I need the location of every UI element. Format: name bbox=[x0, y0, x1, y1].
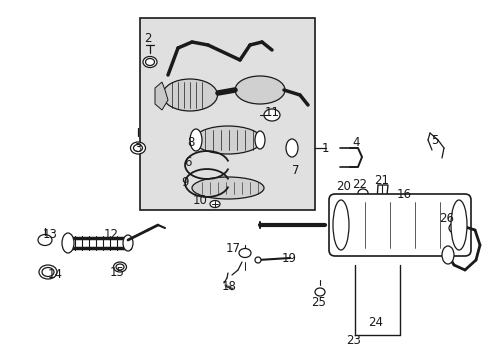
Text: 14: 14 bbox=[47, 267, 62, 280]
Bar bbox=[140, 18, 314, 210]
Ellipse shape bbox=[130, 142, 145, 154]
Ellipse shape bbox=[285, 139, 297, 157]
Polygon shape bbox=[339, 195, 351, 218]
Text: 11: 11 bbox=[264, 105, 279, 118]
Ellipse shape bbox=[450, 200, 466, 250]
Ellipse shape bbox=[332, 200, 348, 250]
Text: 22: 22 bbox=[352, 177, 367, 190]
Ellipse shape bbox=[192, 177, 264, 199]
Text: 13: 13 bbox=[42, 228, 57, 240]
Text: 6: 6 bbox=[184, 156, 191, 168]
Ellipse shape bbox=[123, 235, 133, 251]
Text: 16: 16 bbox=[396, 188, 411, 201]
Ellipse shape bbox=[254, 131, 264, 149]
Text: 21: 21 bbox=[374, 175, 389, 188]
Text: 1: 1 bbox=[321, 141, 328, 154]
Ellipse shape bbox=[235, 76, 285, 104]
Ellipse shape bbox=[38, 234, 52, 246]
Ellipse shape bbox=[239, 248, 250, 257]
Text: 3: 3 bbox=[134, 141, 142, 154]
Text: 17: 17 bbox=[225, 242, 240, 255]
Text: 24: 24 bbox=[368, 316, 383, 329]
Ellipse shape bbox=[162, 79, 217, 111]
Ellipse shape bbox=[209, 201, 220, 207]
Text: 23: 23 bbox=[346, 333, 361, 346]
Ellipse shape bbox=[254, 257, 261, 263]
Ellipse shape bbox=[264, 109, 280, 121]
Ellipse shape bbox=[190, 129, 202, 151]
Text: 20: 20 bbox=[336, 180, 351, 193]
Ellipse shape bbox=[374, 207, 388, 217]
Text: 15: 15 bbox=[109, 266, 124, 279]
Ellipse shape bbox=[357, 189, 367, 197]
Text: 2: 2 bbox=[144, 31, 151, 45]
Text: 12: 12 bbox=[103, 228, 118, 240]
FancyBboxPatch shape bbox=[328, 194, 470, 256]
Ellipse shape bbox=[39, 265, 57, 279]
Text: 25: 25 bbox=[311, 296, 326, 309]
Text: 9: 9 bbox=[181, 176, 188, 189]
Ellipse shape bbox=[194, 126, 262, 154]
Ellipse shape bbox=[113, 262, 126, 272]
Text: 18: 18 bbox=[221, 280, 236, 293]
Ellipse shape bbox=[448, 222, 462, 234]
Text: 4: 4 bbox=[351, 136, 359, 149]
Polygon shape bbox=[375, 185, 387, 215]
Ellipse shape bbox=[142, 57, 157, 68]
Polygon shape bbox=[155, 82, 168, 110]
Text: 26: 26 bbox=[439, 211, 453, 225]
Ellipse shape bbox=[441, 246, 453, 264]
Text: 8: 8 bbox=[187, 135, 194, 148]
Text: 5: 5 bbox=[430, 134, 438, 147]
Text: 19: 19 bbox=[281, 252, 296, 265]
Text: 7: 7 bbox=[292, 165, 299, 177]
Ellipse shape bbox=[404, 204, 414, 216]
Text: 10: 10 bbox=[192, 194, 207, 207]
Ellipse shape bbox=[62, 233, 74, 253]
Ellipse shape bbox=[314, 288, 325, 296]
